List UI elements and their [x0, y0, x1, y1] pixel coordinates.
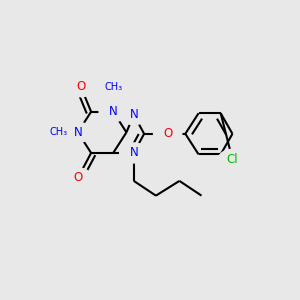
Ellipse shape — [99, 77, 127, 97]
Ellipse shape — [99, 102, 127, 122]
Ellipse shape — [64, 168, 92, 188]
Text: N: N — [74, 126, 82, 139]
Text: O: O — [73, 172, 83, 184]
Text: N: N — [129, 146, 138, 159]
Ellipse shape — [45, 122, 73, 142]
Text: N: N — [109, 105, 118, 118]
Ellipse shape — [120, 143, 148, 163]
Ellipse shape — [120, 105, 148, 125]
Text: O: O — [76, 80, 86, 93]
Ellipse shape — [154, 124, 182, 144]
Text: O: O — [163, 127, 172, 140]
Ellipse shape — [218, 149, 247, 170]
Text: N: N — [129, 108, 138, 121]
Text: CH₃: CH₃ — [50, 127, 68, 137]
Text: Cl: Cl — [226, 153, 238, 166]
Text: CH₃: CH₃ — [104, 82, 122, 92]
Ellipse shape — [64, 122, 92, 142]
Ellipse shape — [67, 77, 95, 97]
